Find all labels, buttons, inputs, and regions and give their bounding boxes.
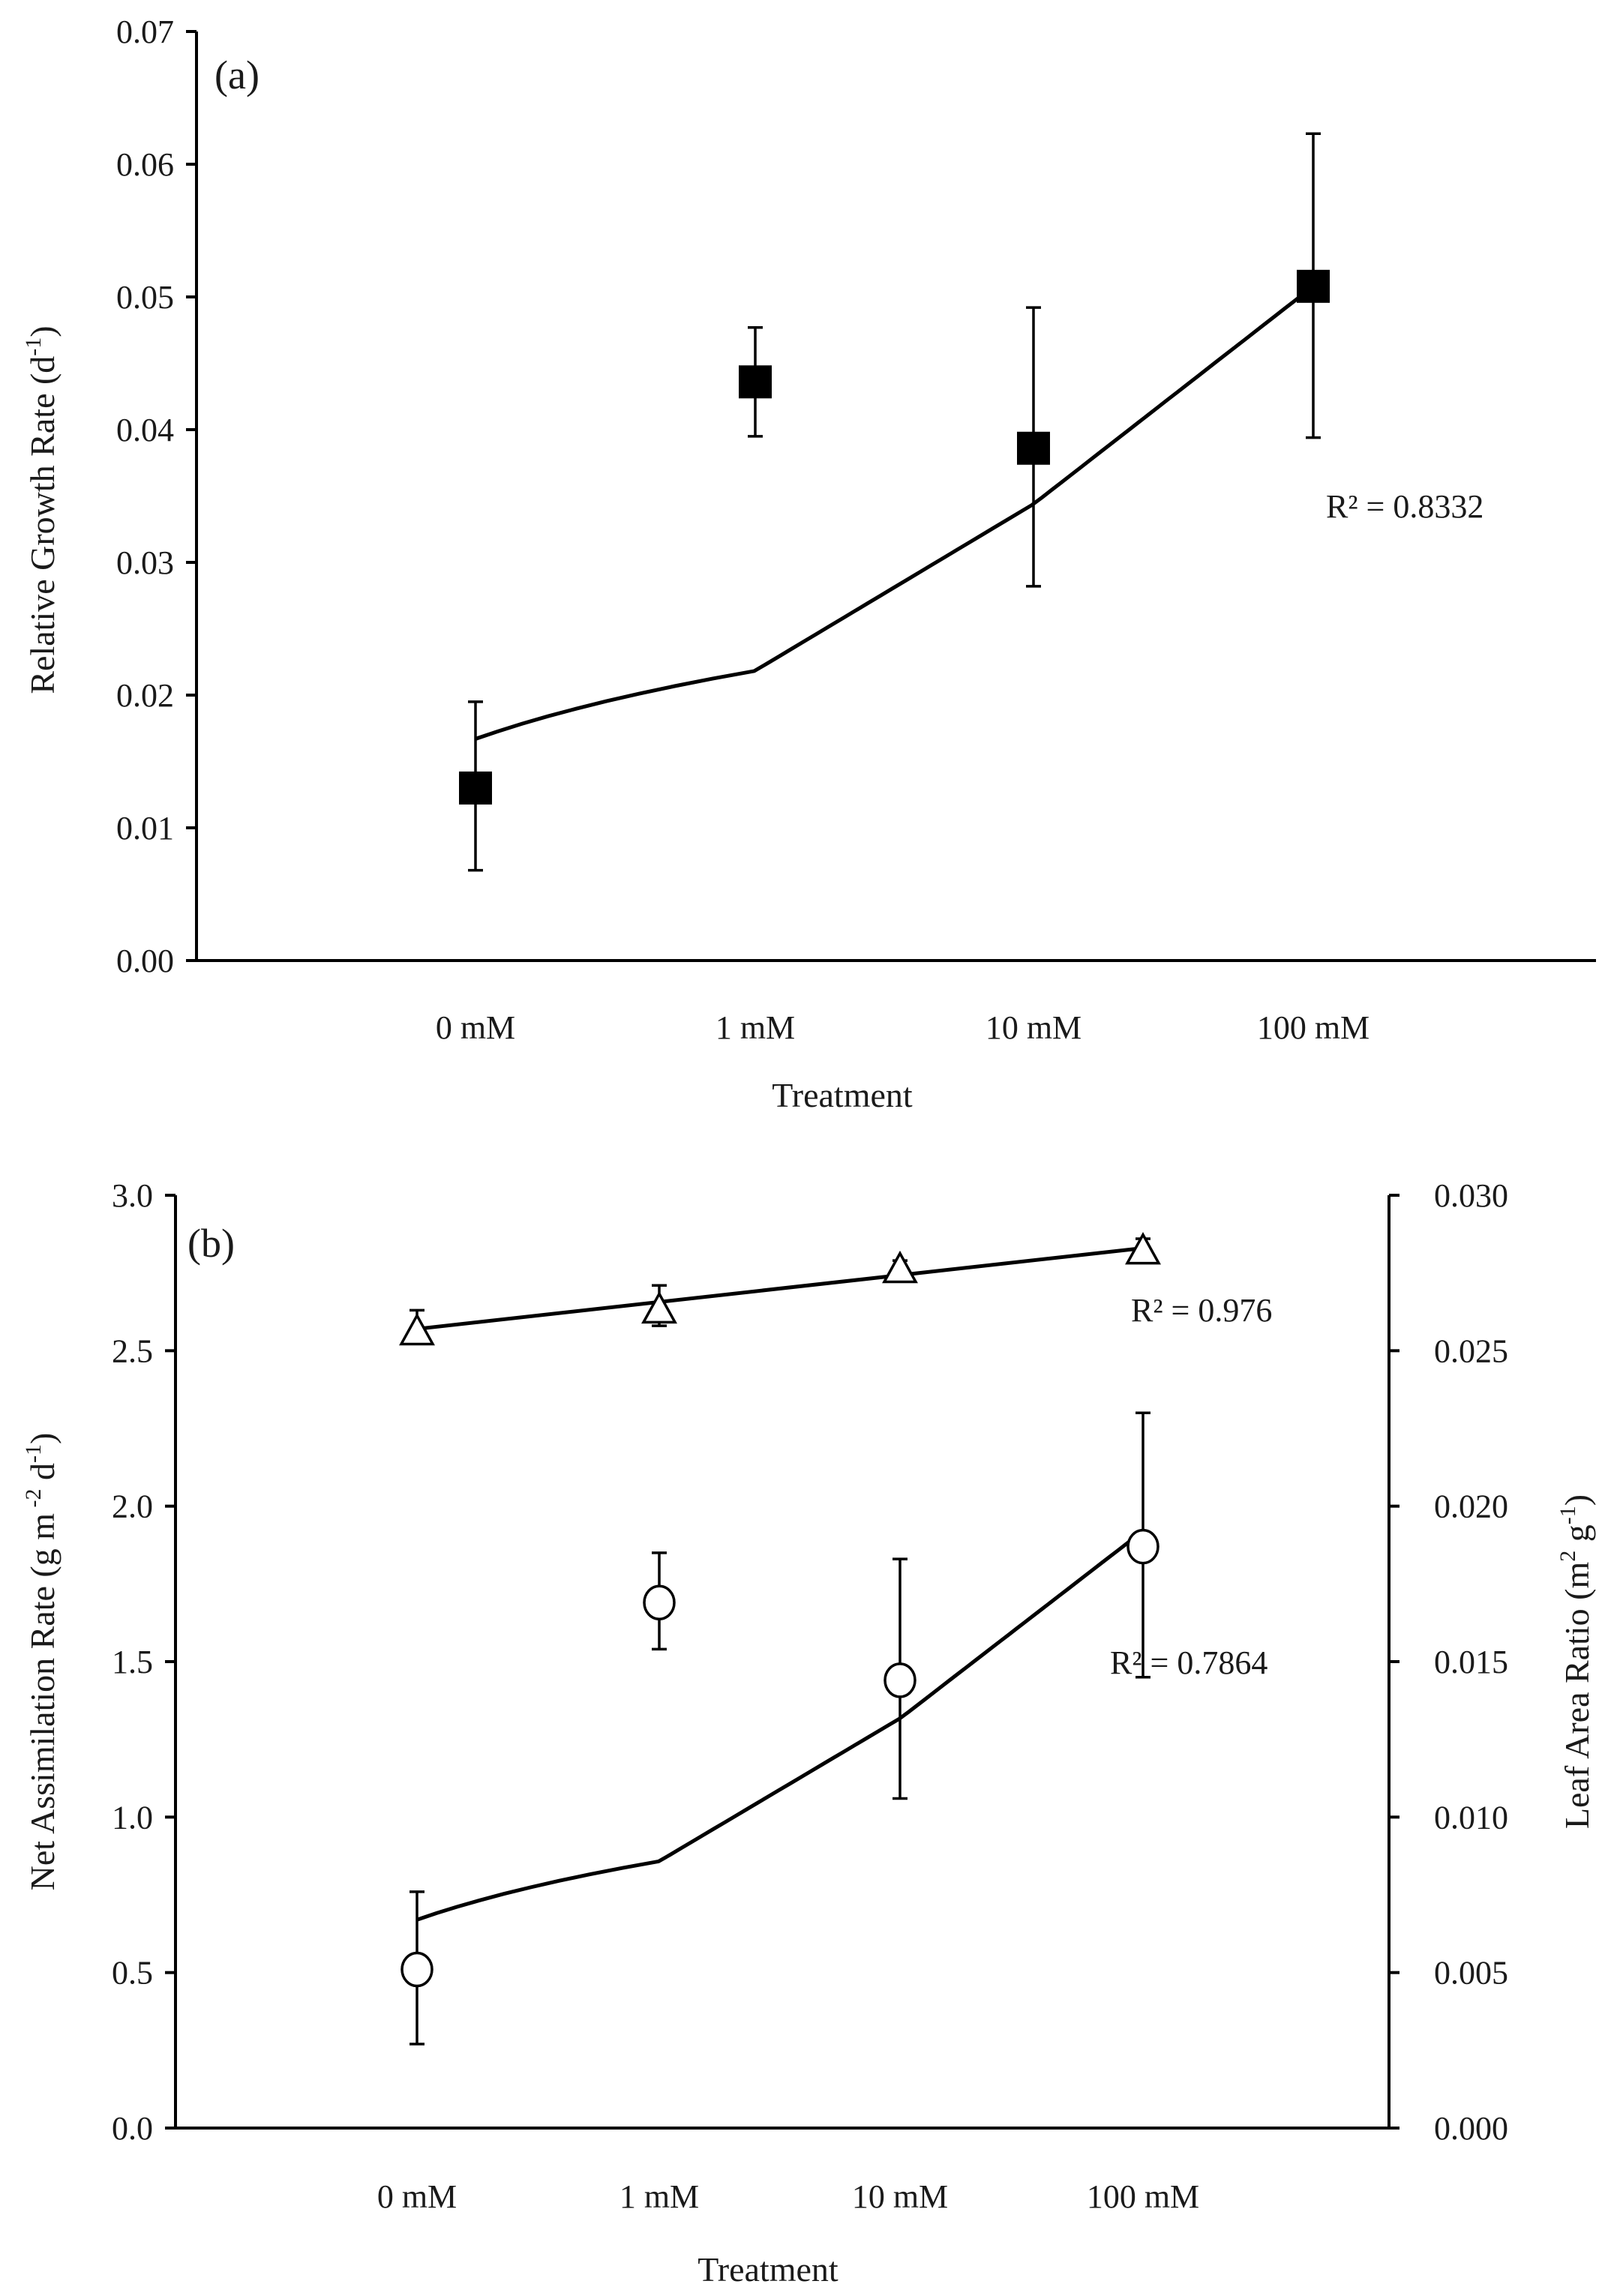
panel-b-left-y-title-main: Net Assimilation Rate (g m [23,1513,62,1891]
panel-b-left-y-ticks: 0.0 0.5 1.0 1.5 2.0 2.5 3.0 [112,1177,176,2147]
panel-a-data-point [1297,269,1330,303]
panel-b-triangle-point [882,1250,918,1284]
panel-b-left-y-title-sup1: -2 [21,1488,46,1513]
panel-a-x-tick-label: 100 mM [1257,1009,1370,1046]
panel-b-right-y-axis-title: Leaf Area Ratio (m2 g-1) [1556,1494,1596,1829]
panel-b-left-y-tick-label: 2.5 [112,1332,153,1369]
panel-a-x-tick-label: 10 mM [986,1009,1082,1046]
panel-b-left-y-tick-label: 0.0 [112,2110,153,2147]
panel-a-x-tick-label: 1 mM [716,1009,795,1046]
panel-b-error-bars [410,1237,1150,2046]
panel-b-right-y-tick-label: 0.030 [1434,1177,1508,1214]
panel-b-left-y-axis-title: Net Assimilation Rate (g m -2 d-1) [21,1433,62,1891]
panel-b-left-y-title-mid: d [23,1463,62,1489]
panel-b-right-y-title-end: ) [1558,1494,1596,1506]
panel-a-trendline [475,284,1315,741]
panel-b-r2-circle-label: R² = 0.7864 [1110,1644,1268,1681]
panel-a-data-point [739,365,772,399]
panel-a-y-title-sup: -1 [21,337,46,356]
panel-b-x-tick-labels: 0 mM 1 mM 10 mM 100 mM [377,2178,1199,2215]
panel-b-left-y-title-end: ) [23,1433,62,1444]
panel-a-y-tick-label: 0.05 [116,279,174,316]
panel-b-right-y-title-main: Leaf Area Ratio (m [1558,1562,1596,1830]
panel-a-trendline-group [475,284,1315,741]
panel-b-right-y-ticks: 0.000 0.005 0.010 0.015 0.020 0.025 0.030 [1389,1177,1508,2147]
panel-a-y-tick-label: 0.07 [116,13,174,50]
panel-b-label: (b) [188,1221,235,1266]
panel-a-y-tick-label: 0.03 [116,544,174,581]
panel-b-circle-point [884,1662,916,1698]
panel-a-y-title-end: ) [23,325,62,337]
panel-b-left-y-tick-label: 2.0 [112,1488,153,1525]
panel-b-left-y-tick-label: 3.0 [112,1177,153,1214]
panel-a-label: (a) [214,52,260,97]
panel-b-r2-triangle-label: R² = 0.976 [1131,1292,1272,1329]
panel-a-y-tick-label: 0.02 [116,677,174,714]
panel-a-y-axis-title: Relative Growth Rate (d-1) [21,325,62,694]
panel-b: 0.00.51.01.52.02.53.0 0.0000.0050.0100.0… [21,1177,1596,2289]
panel-b-triangle-point [1125,1232,1161,1265]
panel-b-triangle-trendline [416,1246,1144,1331]
panel-b-x-tick-label: 100 mM [1087,2178,1199,2215]
panel-b-x-tick-label: 10 mM [852,2178,948,2215]
panel-a-x-tick-label: 0 mM [436,1009,515,1046]
panel-b-right-y-tick-label: 0.020 [1434,1488,1508,1525]
panel-b-left-y-tick-label: 1.5 [112,1644,153,1680]
panel-b-right-y-tick-label: 0.025 [1434,1332,1508,1369]
panel-b-circle-trendline [416,1529,1144,1922]
panel-a-points [459,269,1330,805]
panel-a-x-axis-title: Treatment [772,1076,913,1114]
panel-a-y-tick-label: 0.01 [116,810,174,847]
panel-b-points [399,1232,1161,1988]
panel-b-left-y-tick-label: 0.5 [112,1955,153,1992]
panel-b-right-y-title-sup1: 2 [1556,1551,1580,1562]
panel-a-y-tick-label: 0.06 [116,146,174,183]
panel-b-circle-point [643,1584,676,1620]
panel-b-x-tick-label: 1 mM [620,2178,699,2215]
panel-a: 0.00 0.01 0.02 0.03 0.04 0.05 0.06 0.07 0 mM 1 m… [21,13,1596,1114]
panel-a-error-bars [468,132,1321,872]
panel-a-data-point [1017,431,1050,465]
panel-a-y-tick-label: 0.04 [116,412,174,448]
panel-b-right-y-title-sup2: -1 [1556,1506,1580,1524]
panel-a-data-point [459,771,492,805]
panel-b-right-y-tick-label: 0.010 [1434,1799,1508,1836]
panel-b-triangle-point [399,1312,435,1346]
panel-a-x-tick-labels: 0 mM 1 mM 10 mM 100 mM [436,1009,1370,1046]
panel-b-x-tick-label: 0 mM [377,2178,457,2215]
panel-b-right-y-tick-label: 0.005 [1434,1955,1508,1992]
panel-a-y-ticks: 0.00 0.01 0.02 0.03 0.04 0.05 0.06 0.07 [116,13,196,979]
panel-b-circle-point [1126,1528,1160,1565]
panel-a-y-tick-label: 0.00 [116,943,174,979]
panel-b-circle-point [400,1951,434,1988]
panel-b-left-y-title-sup2: -1 [21,1444,46,1463]
panel-b-right-y-title-mid: g [1558,1524,1596,1551]
panel-a-r2-label: R² = 0.8332 [1326,488,1484,525]
panel-b-x-axis-title: Treatment [698,2250,838,2289]
panel-b-trendline-group [416,1246,1144,1922]
panel-a-y-title-main: Relative Growth Rate (d [23,356,62,694]
panel-b-triangle-point [641,1290,677,1324]
panel-b-right-y-tick-label: 0.015 [1434,1644,1508,1680]
panel-b-left-y-tick-label: 1.0 [112,1799,153,1836]
panel-b-right-y-tick-label: 0.000 [1434,2110,1508,2147]
